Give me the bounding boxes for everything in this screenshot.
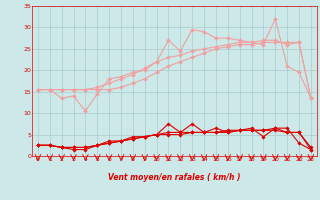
X-axis label: Vent moyen/en rafales ( km/h ): Vent moyen/en rafales ( km/h ) (108, 173, 241, 182)
